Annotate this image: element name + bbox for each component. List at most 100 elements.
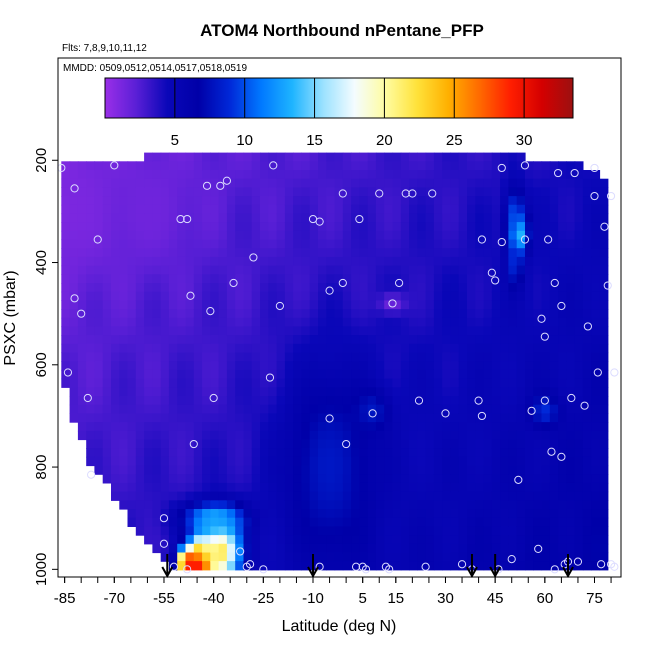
heatmap-cell	[293, 491, 302, 501]
heatmap-cell	[342, 239, 352, 249]
heatmap-cell	[467, 456, 476, 467]
heatmap-cell	[475, 352, 485, 362]
heatmap-cell	[284, 343, 294, 354]
heatmap-cell	[351, 369, 360, 380]
heatmap-cell	[392, 152, 402, 162]
heatmap-cell	[226, 378, 236, 388]
heatmap-cell	[86, 352, 96, 362]
heatmap-cell	[284, 309, 294, 319]
heatmap-cell	[202, 248, 211, 258]
heatmap-cell	[351, 343, 360, 354]
heatmap-cell	[226, 465, 236, 475]
heatmap-cell	[293, 369, 302, 380]
heatmap-cell	[326, 396, 336, 406]
heatmap-cell	[351, 248, 360, 258]
heatmap-cell	[599, 491, 609, 501]
heatmap-cell	[549, 204, 559, 215]
heatmap-cell	[359, 309, 369, 319]
heatmap-cell	[276, 283, 286, 293]
heatmap-cell	[86, 413, 96, 423]
heatmap-cell	[425, 448, 435, 458]
heatmap-cell	[367, 196, 377, 206]
heatmap-cell	[541, 517, 551, 527]
heatmap-cell	[268, 196, 278, 206]
heatmap-cell	[326, 256, 336, 267]
heatmap-cell	[342, 526, 352, 536]
heatmap-cell	[442, 352, 452, 362]
heatmap-cell	[127, 187, 137, 197]
heatmap-cell	[251, 526, 261, 536]
heatmap-cell	[400, 161, 410, 171]
heatmap-cell	[260, 317, 269, 328]
heatmap-cell	[193, 230, 203, 241]
heatmap-cell	[77, 222, 87, 232]
heatmap-cell	[409, 335, 418, 345]
heatmap-cell	[508, 561, 518, 571]
heatmap-cell	[409, 187, 418, 197]
heatmap-cell	[367, 439, 377, 449]
heatmap-cell	[483, 535, 493, 545]
heatmap-cell	[111, 161, 120, 171]
heatmap-cell	[94, 369, 104, 380]
heatmap-cell	[384, 300, 394, 310]
heatmap-cell	[284, 526, 294, 536]
heatmap-cell	[168, 170, 178, 180]
heatmap-cell	[334, 413, 344, 423]
heatmap-cell	[193, 439, 203, 449]
heatmap-cell	[384, 256, 394, 267]
heatmap-cell	[102, 378, 112, 388]
heatmap-cell	[268, 387, 278, 397]
heatmap-cell	[558, 161, 567, 171]
heatmap-cell	[475, 300, 485, 310]
heatmap-cell	[541, 509, 551, 519]
heatmap-cell	[359, 439, 369, 449]
heatmap-cell	[260, 352, 269, 362]
heatmap-cell	[400, 482, 410, 493]
heatmap-cell	[284, 482, 294, 493]
heatmap-cell	[541, 170, 551, 180]
heatmap-cell	[351, 474, 360, 484]
heatmap-cell	[284, 256, 294, 267]
heatmap-cell	[193, 378, 203, 388]
heatmap-cell	[284, 161, 294, 171]
heatmap-cell	[450, 422, 460, 432]
heatmap-cell	[168, 213, 178, 223]
heatmap-cell	[152, 239, 162, 249]
heatmap-cell	[293, 474, 302, 484]
heatmap-cell	[359, 230, 369, 241]
heatmap-cell	[251, 248, 261, 258]
sample-point	[557, 301, 566, 311]
heatmap-cell	[86, 326, 96, 336]
heatmap-cell	[94, 439, 104, 449]
heatmap-cell	[160, 352, 170, 362]
heatmap-cell	[202, 178, 211, 188]
heatmap-cell	[102, 317, 112, 328]
heatmap-cell	[582, 369, 592, 380]
heatmap-cell	[284, 170, 294, 180]
heatmap-cell	[409, 439, 418, 449]
heatmap-cell	[367, 309, 377, 319]
heatmap-cell	[500, 422, 509, 432]
heatmap-cell	[516, 517, 526, 527]
heatmap-cell	[475, 465, 485, 475]
heatmap-cell	[218, 387, 228, 397]
heatmap-cell	[367, 230, 377, 241]
heatmap-cell	[86, 378, 96, 388]
heatmap-cell	[185, 335, 195, 345]
heatmap-cell	[77, 187, 87, 197]
heatmap-cell	[508, 404, 518, 414]
heatmap-cell	[284, 413, 294, 423]
sample-point	[368, 409, 377, 418]
sample-point	[275, 301, 284, 311]
heatmap-cell	[558, 343, 567, 354]
heatmap-cell	[442, 309, 452, 319]
heatmap-cell	[251, 326, 261, 336]
heatmap-cell	[351, 326, 360, 336]
heatmap-cell	[193, 482, 203, 493]
heatmap-cell	[94, 387, 104, 397]
heatmap-cell	[525, 509, 534, 519]
heatmap-cell	[293, 378, 302, 388]
heatmap-cell	[276, 422, 286, 432]
heatmap-cell	[301, 552, 311, 562]
heatmap-cell	[111, 239, 120, 249]
